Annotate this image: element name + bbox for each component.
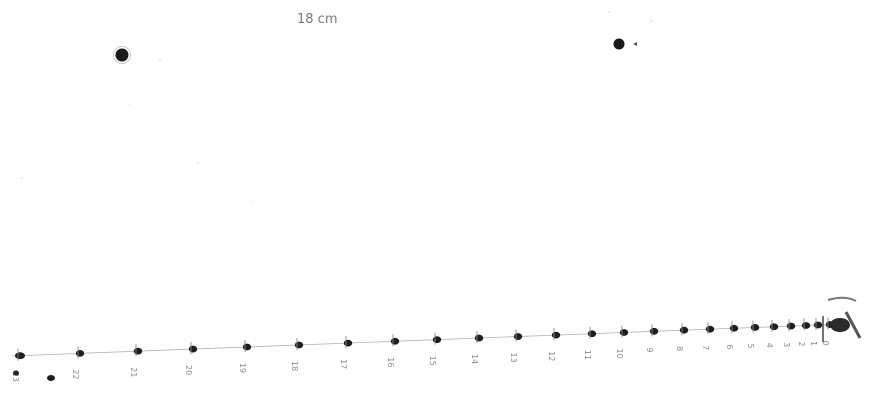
scale-dot xyxy=(432,336,442,344)
scale-dot xyxy=(551,331,561,339)
scale-dot xyxy=(513,333,523,340)
scale-dot xyxy=(705,325,715,333)
arrow-mark xyxy=(633,42,637,46)
scale-label: 16 xyxy=(386,357,395,367)
right-reference-dot xyxy=(613,38,625,50)
zero-end-smudge xyxy=(822,296,862,342)
scale-label: 2 xyxy=(797,341,806,346)
scale-label: 15 xyxy=(428,356,437,366)
scale-label: 3 xyxy=(782,342,791,347)
left-reference-dot xyxy=(115,48,129,62)
scale-dot xyxy=(390,337,400,345)
scale-dot xyxy=(294,341,304,349)
scale-label: 5 xyxy=(746,343,755,348)
scale-dot xyxy=(750,324,760,331)
measurement-scale: 23 22 21 20 19 18 17 16 15 14 13 12 11 10 9 8 7 6 5 4 3 2 1 0 xyxy=(11,317,835,382)
length-note: 18 cm xyxy=(297,12,338,27)
scale-label: 1 xyxy=(809,341,818,346)
scale-label: 0 xyxy=(821,341,830,346)
scale-label: 17 xyxy=(339,359,348,369)
scale-dot xyxy=(188,345,198,353)
scale-dot xyxy=(813,321,823,329)
scale-label: 6 xyxy=(725,344,734,349)
scale-label: 7 xyxy=(701,345,710,350)
scale-label: 20 xyxy=(184,365,193,375)
scale-label: 12 xyxy=(547,351,556,361)
scale-dot xyxy=(242,343,252,351)
stray-dot xyxy=(13,370,19,376)
stray-dot xyxy=(47,375,55,381)
scale-dot xyxy=(343,339,353,347)
scale-label: 11 xyxy=(583,350,592,360)
scale-dot xyxy=(474,334,484,342)
reference-dots xyxy=(113,38,637,64)
scale-label: 19 xyxy=(238,363,247,373)
scale-label: 8 xyxy=(675,346,684,351)
scale-dot xyxy=(801,322,811,329)
scale-label: 23 xyxy=(11,372,20,382)
scale-label: 10 xyxy=(615,348,624,358)
scale-dot xyxy=(769,323,779,331)
scale-dot xyxy=(786,322,796,330)
scale-label: 4 xyxy=(765,343,774,348)
scale-label: 13 xyxy=(509,353,518,363)
scale-label: 9 xyxy=(645,347,654,352)
scale-label: 14 xyxy=(470,354,479,364)
scale-dot xyxy=(75,349,85,357)
scan-specks xyxy=(21,11,652,203)
scale-dot xyxy=(15,352,25,360)
scale-dot xyxy=(619,329,629,336)
scale-label: 22 xyxy=(71,369,80,379)
scale-dot xyxy=(679,326,689,334)
scale-label: 18 xyxy=(290,361,299,371)
scale-dot xyxy=(649,327,659,335)
scale-dot xyxy=(729,324,739,332)
scale-label: 21 xyxy=(129,367,138,377)
scale-dot xyxy=(133,347,143,355)
scale-dot xyxy=(587,330,597,338)
